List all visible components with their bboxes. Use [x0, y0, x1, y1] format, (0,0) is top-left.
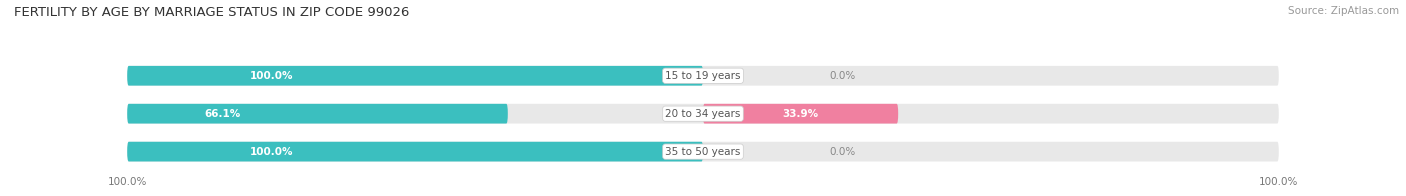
Text: 35 to 50 years: 35 to 50 years — [665, 147, 741, 157]
Text: 66.1%: 66.1% — [204, 109, 240, 119]
Text: 100.0%: 100.0% — [249, 71, 292, 81]
FancyBboxPatch shape — [127, 66, 1279, 86]
FancyBboxPatch shape — [127, 142, 1279, 162]
Text: 15 to 19 years: 15 to 19 years — [665, 71, 741, 81]
Text: Source: ZipAtlas.com: Source: ZipAtlas.com — [1288, 6, 1399, 16]
Text: 100.0%: 100.0% — [249, 147, 292, 157]
FancyBboxPatch shape — [127, 104, 1279, 123]
Text: 33.9%: 33.9% — [783, 109, 818, 119]
FancyBboxPatch shape — [127, 104, 508, 123]
FancyBboxPatch shape — [127, 66, 703, 86]
FancyBboxPatch shape — [127, 142, 703, 162]
Legend: Married, Unmarried: Married, Unmarried — [633, 194, 773, 196]
Text: 0.0%: 0.0% — [830, 147, 856, 157]
Text: FERTILITY BY AGE BY MARRIAGE STATUS IN ZIP CODE 99026: FERTILITY BY AGE BY MARRIAGE STATUS IN Z… — [14, 6, 409, 19]
FancyBboxPatch shape — [703, 104, 898, 123]
Text: 0.0%: 0.0% — [830, 71, 856, 81]
Text: 20 to 34 years: 20 to 34 years — [665, 109, 741, 119]
